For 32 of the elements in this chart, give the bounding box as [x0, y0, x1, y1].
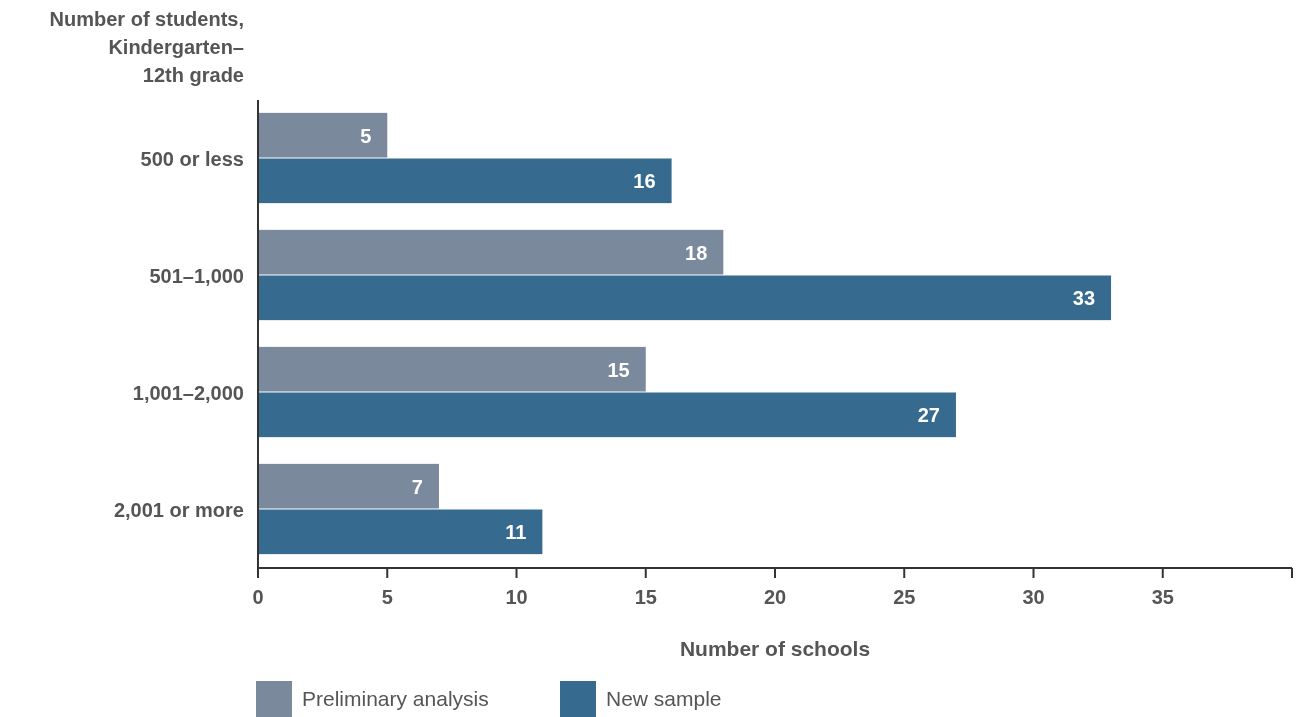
x-tick-label: 5 [381, 586, 393, 608]
x-tick-label: 0 [252, 586, 264, 608]
data-label: 27 [917, 404, 940, 427]
x-tick-label: 15 [634, 586, 657, 608]
data-label: 15 [607, 358, 630, 381]
x-tick-label: 25 [893, 586, 916, 608]
y-tick-label: 501–1,000 [149, 264, 244, 287]
x-tick-label: 30 [1022, 586, 1045, 608]
data-label: 18 [685, 241, 708, 264]
bar [258, 229, 724, 275]
bar [258, 275, 1112, 321]
y-axis-title: Number of students, Kindergarten–12th grade [49, 8, 244, 86]
data-label: 11 [505, 521, 527, 544]
x-tick-label: 35 [1151, 586, 1174, 608]
data-label: 5 [360, 124, 372, 147]
bar [258, 158, 672, 204]
y-tick-label: 2,001 or more [113, 498, 244, 521]
data-label: 7 [411, 475, 423, 498]
bar [258, 346, 646, 392]
x-tick-label: 20 [763, 586, 787, 608]
bar [258, 509, 543, 555]
legend-label: New sample [606, 687, 722, 711]
bar [258, 392, 956, 438]
legend-label: Preliminary analysis [302, 687, 489, 711]
bar [258, 112, 388, 158]
data-label: 16 [633, 170, 656, 193]
data-label: 33 [1072, 287, 1096, 310]
y-tick-label: 1,001–2,000 [132, 381, 244, 404]
x-tick-label: 10 [505, 586, 528, 608]
x-axis-title: Number of schools [679, 637, 871, 660]
y-tick-label: 500 or less [140, 147, 244, 170]
bar [258, 463, 439, 509]
